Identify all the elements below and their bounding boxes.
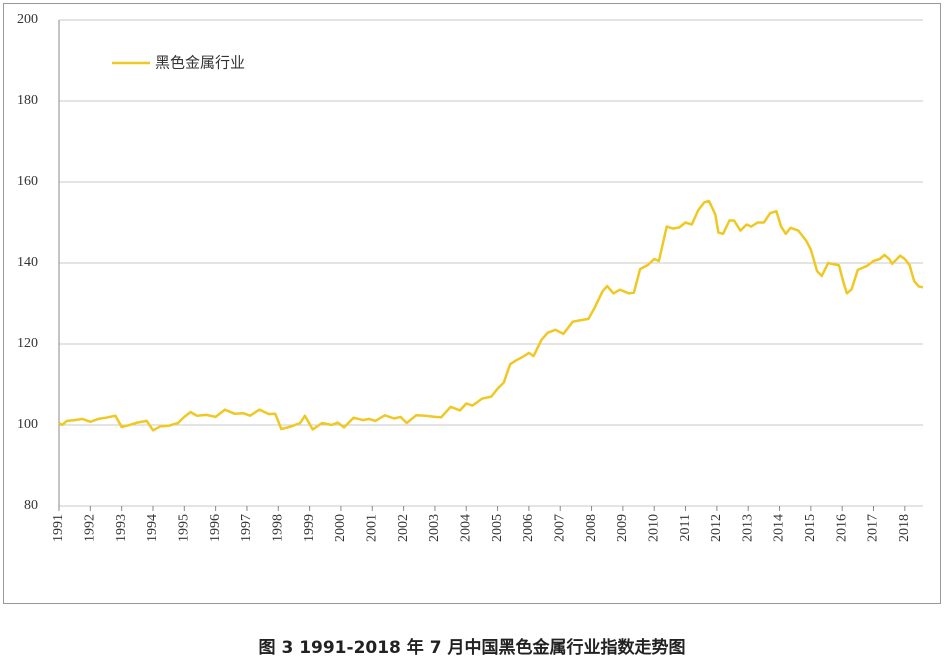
x-tick-label: 2018 <box>897 514 912 542</box>
x-tick-label: 1997 <box>239 514 254 542</box>
x-tick-label: 2004 <box>458 514 473 542</box>
x-tick-label: 2016 <box>834 514 849 542</box>
x-tick-label: 2006 <box>521 514 536 542</box>
x-tick-label: 2009 <box>615 514 630 542</box>
y-tick-label: 100 <box>17 417 38 432</box>
y-tick-label: 120 <box>17 336 38 351</box>
x-tick-label: 2010 <box>646 514 661 542</box>
x-tick-label: 1992 <box>83 514 98 542</box>
y-tick-label: 140 <box>17 255 38 270</box>
x-tick-label: 1995 <box>177 514 192 542</box>
x-tick-label: 2000 <box>333 514 348 542</box>
x-tick-label: 2014 <box>772 514 787 542</box>
y-tick-label: 180 <box>17 93 38 108</box>
y-tick-label: 80 <box>24 498 38 513</box>
x-tick-label: 1991 <box>51 514 66 542</box>
x-tick-label: 2003 <box>427 514 442 542</box>
x-tick-label: 1993 <box>114 514 129 542</box>
series-line <box>58 199 924 432</box>
x-tick-label: 1998 <box>271 514 286 542</box>
x-tick-label: 1999 <box>302 514 317 542</box>
x-tick-label: 2012 <box>709 514 724 542</box>
y-tick-label: 200 <box>17 12 38 27</box>
x-tick-label: 2008 <box>584 514 599 542</box>
x-tick-label: 2002 <box>396 514 411 542</box>
chart-frame <box>3 3 941 604</box>
x-tick-label: 2017 <box>866 514 881 542</box>
caption: 图 3 1991-2018 年 7 月中国黑色金属行业指数走势图 <box>259 637 686 658</box>
y-tick-label: 160 <box>17 174 38 189</box>
x-tick-label: 2015 <box>803 514 818 542</box>
x-tick-label: 1996 <box>208 514 223 542</box>
x-tick-label: 2001 <box>364 514 379 542</box>
legend-label: 黑色金属行业 <box>155 54 245 72</box>
x-tick-label: 1994 <box>145 514 160 542</box>
x-tick-label: 2007 <box>552 514 567 542</box>
x-tick-label: 2011 <box>678 514 693 541</box>
x-tick-label: 2005 <box>490 514 505 542</box>
x-tick-label: 2013 <box>740 514 755 542</box>
